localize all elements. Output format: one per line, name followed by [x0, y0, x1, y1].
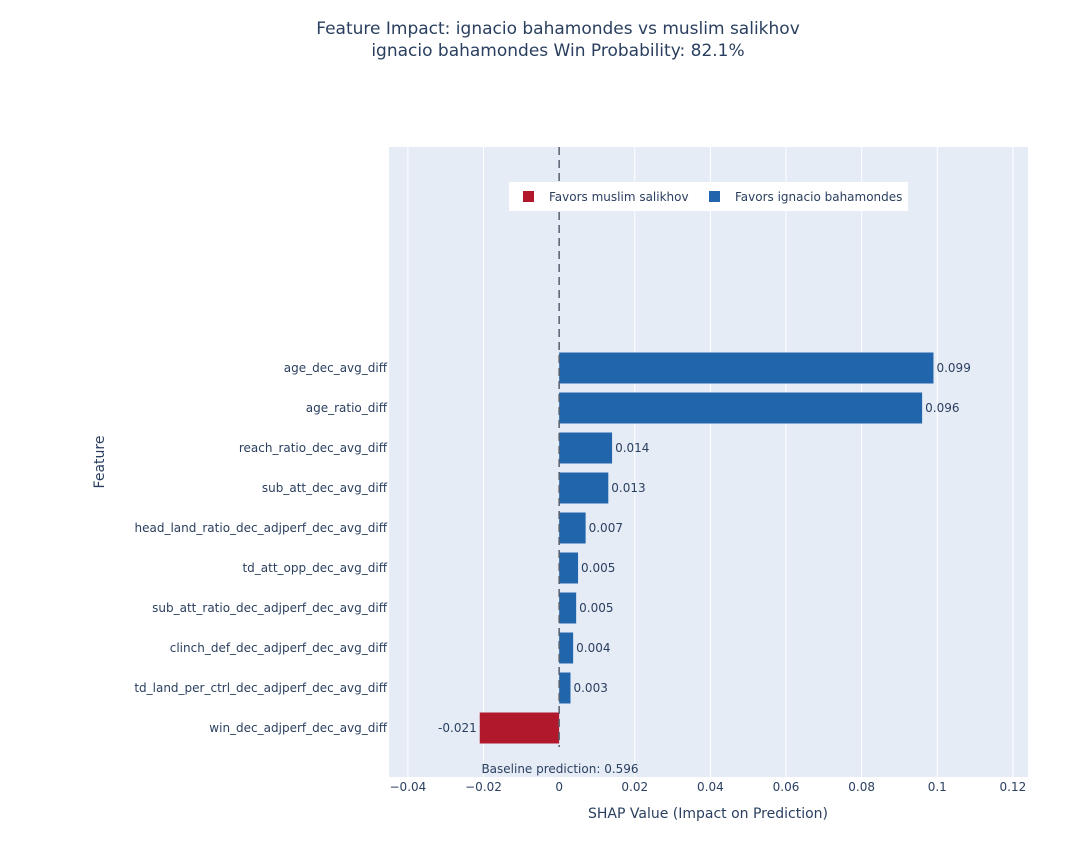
- y-tick-label: clinch_def_dec_adjperf_dec_avg_diff: [170, 641, 388, 655]
- bar[interactable]: [559, 472, 609, 504]
- bar[interactable]: [559, 672, 571, 704]
- bar[interactable]: [479, 712, 560, 744]
- y-axis-ticks: age_dec_avg_diff age_ratio_diff reach_rati…: [134, 361, 387, 735]
- chart-title: Feature Impact: ignacio bahamondes vs mu…: [316, 19, 800, 39]
- y-tick-label: head_land_ratio_dec_adjperf_dec_avg_diff: [135, 521, 388, 535]
- bar-labels: 0.099 0.096 0.014 0.013 0.007 0.005 0.005 0.004…: [438, 361, 971, 735]
- bar-value-label: 0.005: [581, 561, 615, 575]
- bar-value-label: 0.014: [615, 441, 649, 455]
- y-tick-label: age_dec_avg_diff: [284, 361, 388, 375]
- bar[interactable]: [559, 512, 586, 544]
- bar-value-label: -0.021: [438, 721, 477, 735]
- y-tick-label: win_dec_adjperf_dec_avg_diff: [209, 721, 387, 735]
- x-tick-label: 0.12: [1000, 780, 1027, 794]
- y-tick-label: td_att_opp_dec_avg_diff: [242, 561, 387, 575]
- bar[interactable]: [559, 552, 579, 584]
- bar[interactable]: [559, 432, 613, 464]
- bar[interactable]: [559, 632, 574, 664]
- bar-value-label: 0.013: [611, 481, 645, 495]
- y-tick-label: reach_ratio_dec_avg_diff: [239, 441, 388, 455]
- bars: [479, 352, 934, 744]
- y-tick-label: age_ratio_diff: [306, 401, 388, 415]
- bar[interactable]: [559, 352, 934, 384]
- plot-background: [389, 147, 1028, 777]
- x-tick-label: 0.02: [621, 780, 648, 794]
- x-tick-label: 0: [555, 780, 563, 794]
- legend[interactable]: Favors muslim salikhov Favors ignacio ba…: [509, 182, 908, 211]
- legend-swatch-favors-salikhov[interactable]: [523, 191, 534, 202]
- bar-value-label: 0.096: [925, 401, 959, 415]
- bar-value-label: 0.099: [936, 361, 970, 375]
- legend-swatch-favors-bahamondes[interactable]: [709, 191, 720, 202]
- y-tick-label: sub_att_dec_avg_diff: [262, 481, 388, 495]
- bar[interactable]: [559, 592, 577, 624]
- baseline-annotation: Baseline prediction: 0.596: [481, 762, 638, 776]
- x-axis-ticks: −0.04 −0.02 0 0.02 0.04 0.06 0.08 0.1 0.12: [390, 780, 1027, 794]
- x-tick-label: −0.04: [390, 780, 427, 794]
- y-tick-label: td_land_per_ctrl_dec_adjperf_dec_avg_dif…: [134, 681, 387, 695]
- y-tick-label: sub_att_ratio_dec_adjperf_dec_avg_diff: [152, 601, 388, 615]
- bar-value-label: 0.005: [579, 601, 613, 615]
- gridlines: [407, 147, 1014, 777]
- x-tick-label: 0.04: [697, 780, 724, 794]
- legend-label-favors-bahamondes[interactable]: Favors ignacio bahamondes: [735, 190, 902, 204]
- x-axis-title: SHAP Value (Impact on Prediction): [588, 806, 828, 822]
- bar-value-label: 0.004: [576, 641, 610, 655]
- x-tick-label: 0.06: [773, 780, 800, 794]
- bar-value-label: 0.007: [589, 521, 623, 535]
- bar[interactable]: [559, 392, 923, 424]
- x-tick-label: 0.08: [848, 780, 875, 794]
- bar-value-label: 0.003: [573, 681, 607, 695]
- x-tick-label: −0.02: [465, 780, 502, 794]
- y-axis-title: Feature: [92, 436, 108, 489]
- legend-label-favors-salikhov[interactable]: Favors muslim salikhov: [549, 190, 689, 204]
- x-tick-label: 0.1: [928, 780, 947, 794]
- legend-background: [509, 182, 908, 211]
- chart-subtitle: ignacio bahamondes Win Probability: 82.1…: [371, 41, 744, 61]
